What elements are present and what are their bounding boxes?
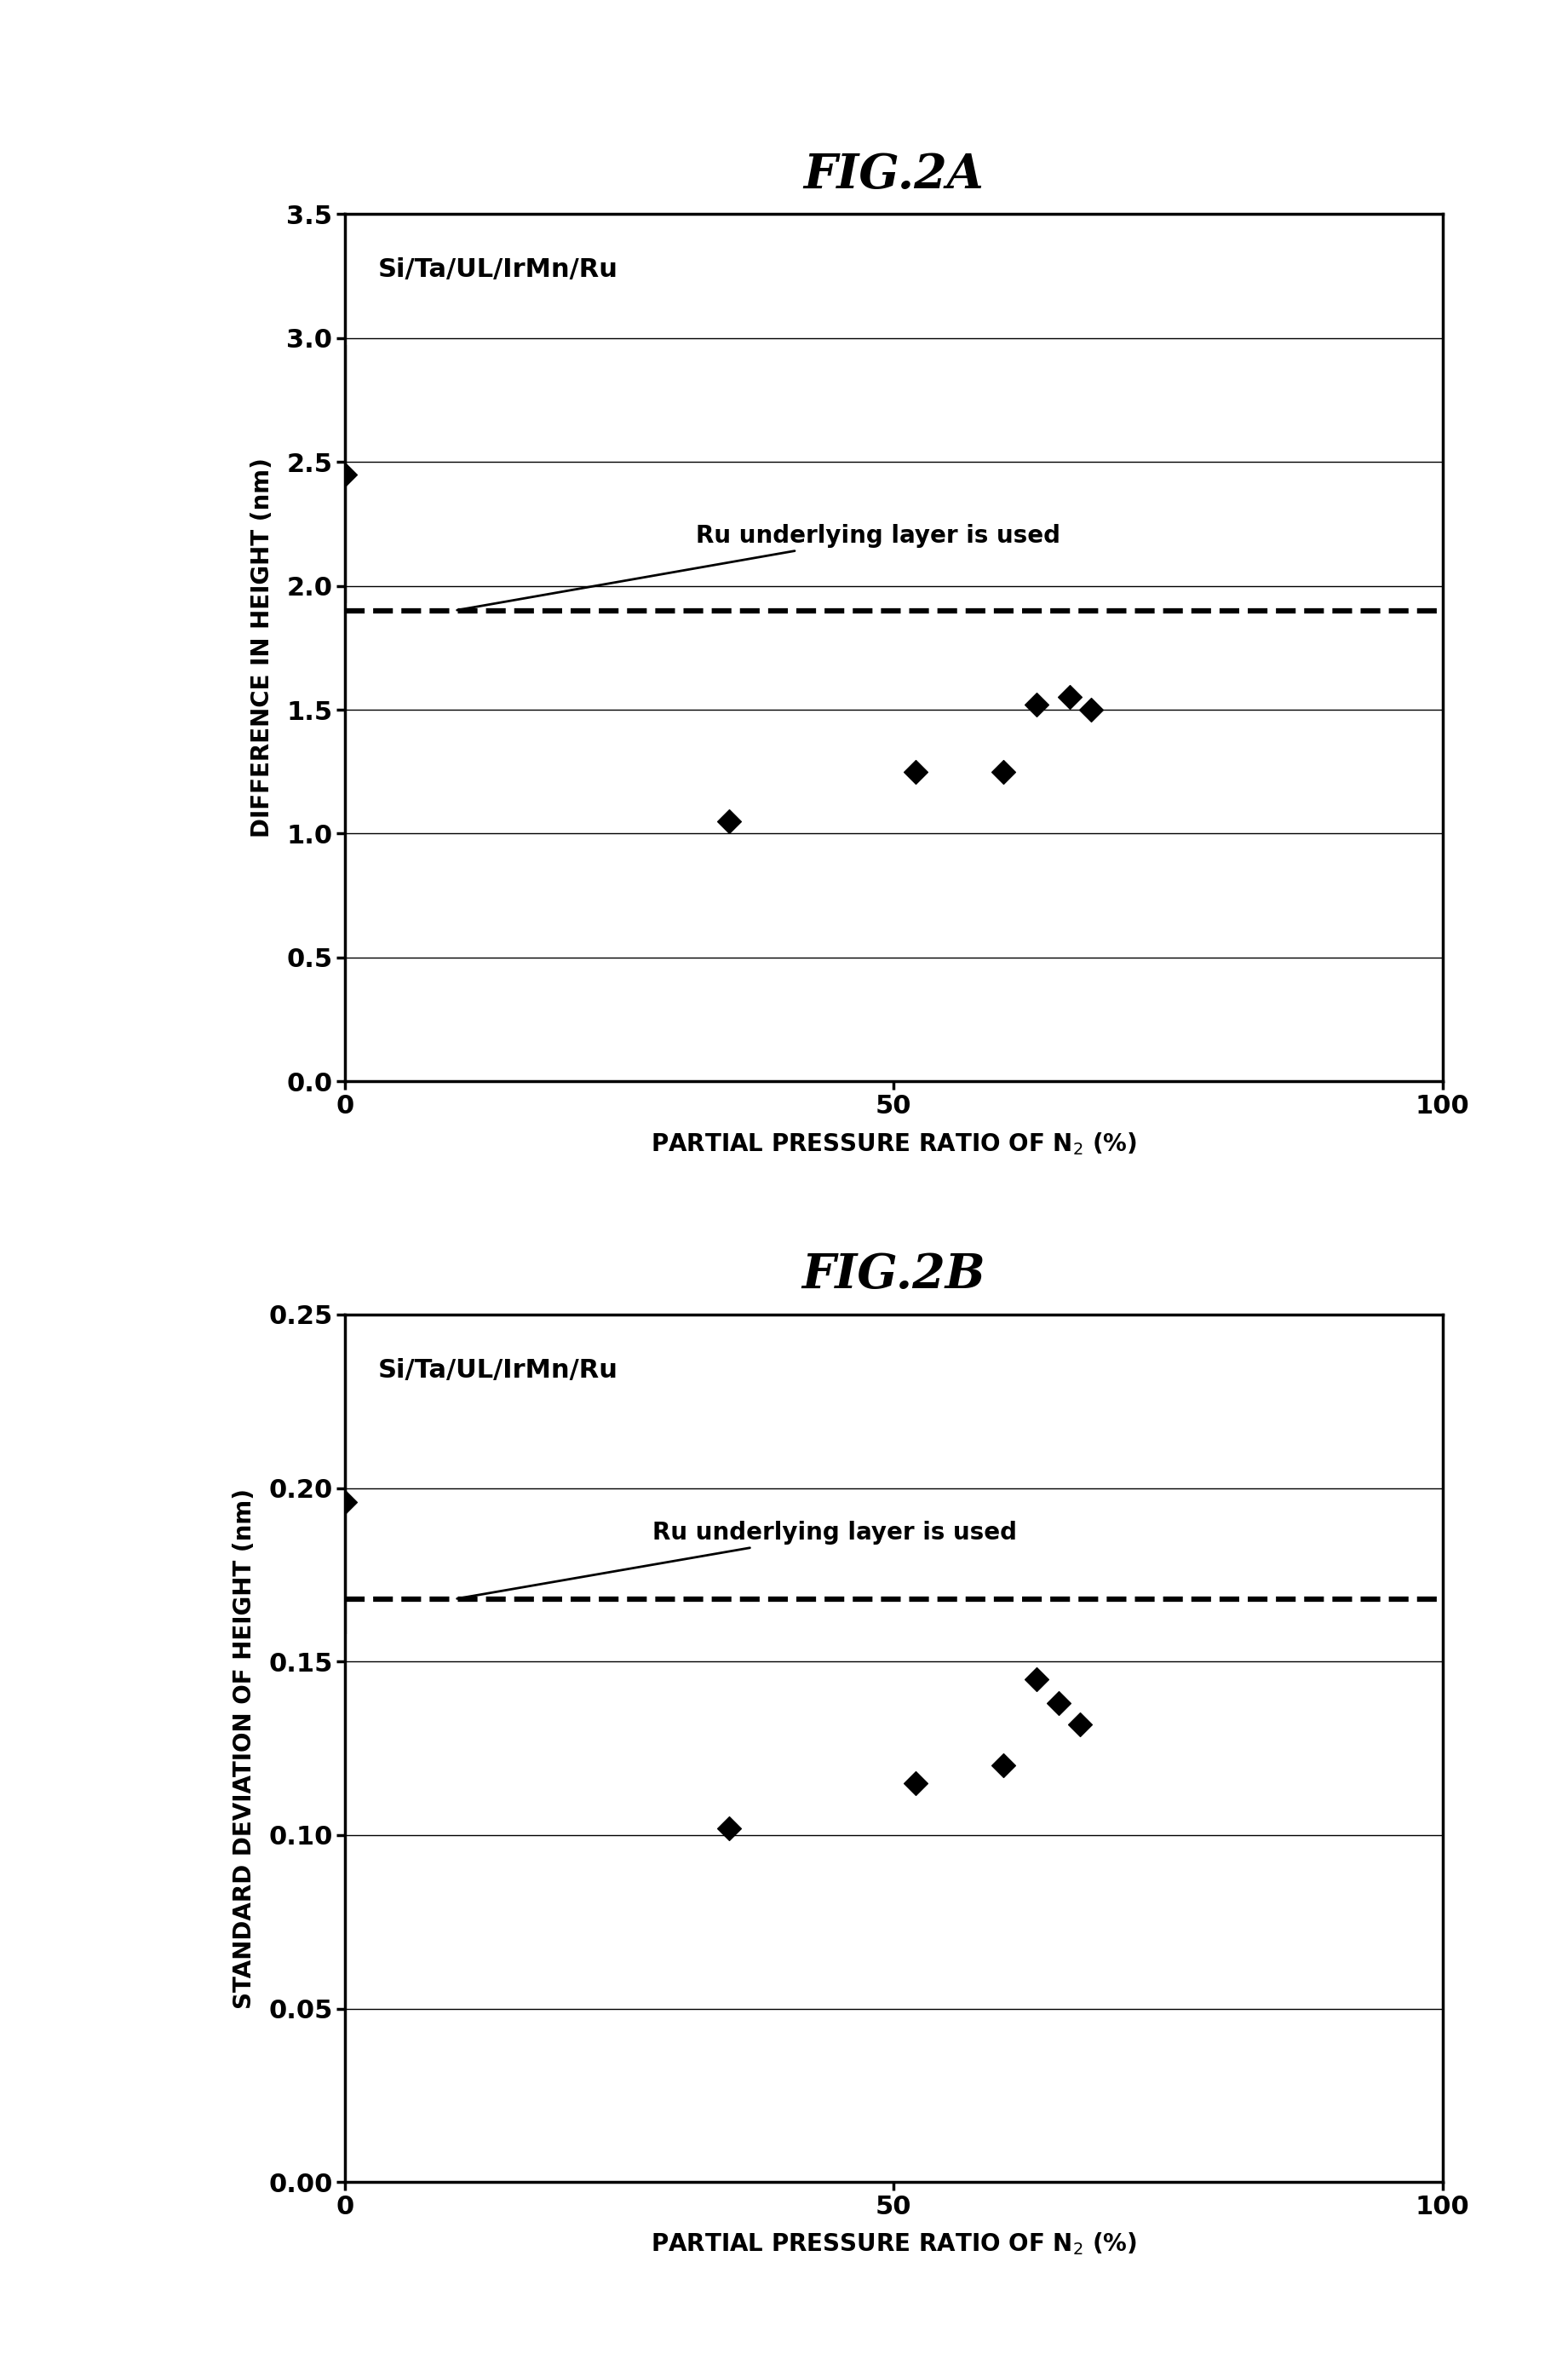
Point [903, 754, 928, 792]
Point [717, 1809, 742, 1847]
Text: Si/Ta/UL/IrMn/Ru: Si/Ta/UL/IrMn/Ru [378, 257, 618, 283]
Y-axis label: DIFFERENCE IN HEIGHT (nm): DIFFERENCE IN HEIGHT (nm) [251, 459, 274, 837]
Point [991, 754, 1016, 792]
Title: FIG.2B: FIG.2B [801, 1253, 986, 1298]
Point [1057, 677, 1082, 715]
X-axis label: PARTIAL PRESSURE RATIO OF N$_{2}$ (%): PARTIAL PRESSURE RATIO OF N$_{2}$ (%) [651, 2232, 1137, 2258]
Point [332, 1483, 358, 1521]
Point [1046, 1685, 1071, 1723]
Point [1079, 692, 1104, 730]
Title: FIG.2A: FIG.2A [803, 152, 985, 197]
Text: Ru underlying layer is used: Ru underlying layer is used [456, 525, 1060, 611]
X-axis label: PARTIAL PRESSURE RATIO OF N$_{2}$ (%): PARTIAL PRESSURE RATIO OF N$_{2}$ (%) [651, 1131, 1137, 1158]
Point [717, 803, 742, 841]
Text: Si/Ta/UL/IrMn/Ru: Si/Ta/UL/IrMn/Ru [378, 1357, 618, 1383]
Point [1024, 685, 1049, 723]
Point [991, 1747, 1016, 1785]
Y-axis label: STANDARD DEVIATION OF HEIGHT (nm): STANDARD DEVIATION OF HEIGHT (nm) [232, 1488, 257, 2009]
Point [332, 456, 358, 494]
Text: Ru underlying layer is used: Ru underlying layer is used [456, 1521, 1016, 1600]
Point [1024, 1659, 1049, 1697]
Point [1068, 1704, 1093, 1742]
Point [903, 1764, 928, 1802]
